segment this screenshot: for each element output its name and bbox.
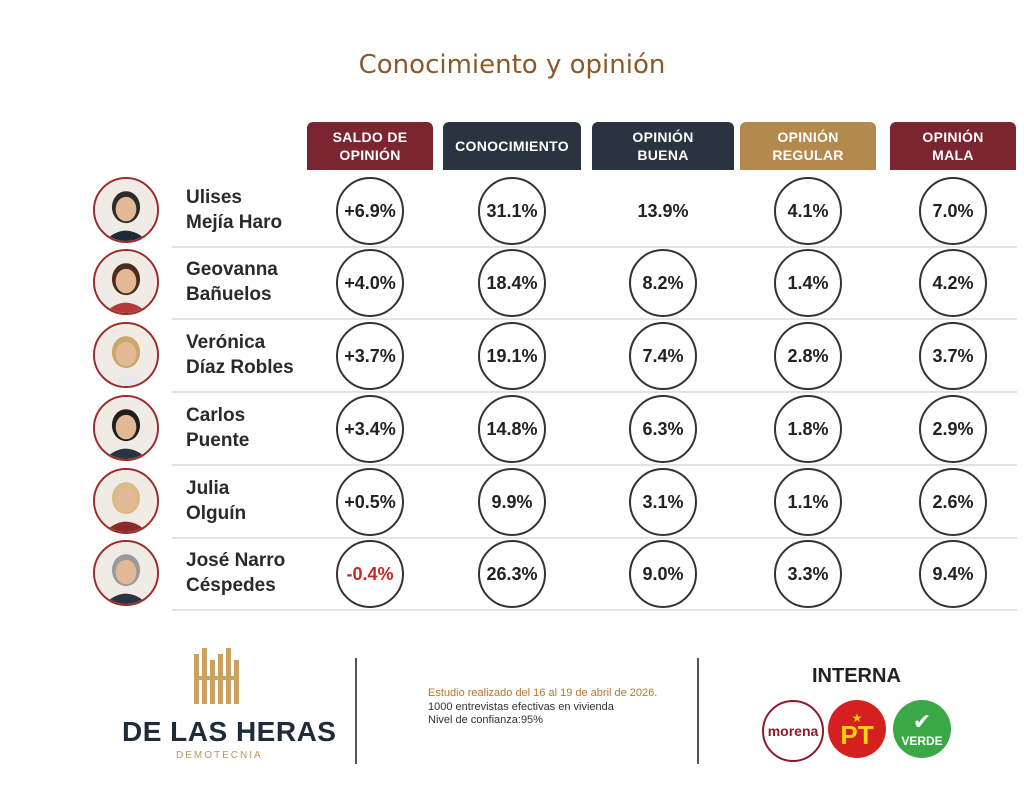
candidate-name: José Narro Céspedes (186, 548, 316, 598)
interna-label: INTERNA (812, 665, 901, 687)
candidate-name-line2: Céspedes (186, 575, 276, 596)
candidate-name: Carlos Puente (186, 403, 316, 453)
party-morena-label: morena (767, 723, 819, 739)
brand-name: DE LAS HERAS (122, 716, 337, 747)
value-cell: -0.4% (336, 540, 404, 608)
candidate-name-line2: Olguín (186, 503, 247, 524)
study-confidence: Nivel de confianza:95% (428, 714, 543, 726)
study-sample: 1000 entrevistas efectivas en vivienda (428, 701, 614, 713)
candidate-avatar (93, 540, 159, 606)
value-cell: 26.3% (478, 540, 546, 608)
value-cell: 8.2% (629, 249, 697, 317)
candidate-avatar (93, 249, 159, 315)
candidate-name-line1: José Narro (186, 550, 286, 571)
candidate-name-line2: Bañuelos (186, 284, 272, 305)
candidate-name-line1: Julia (186, 478, 230, 499)
study-dates: Estudio realizado del 16 al 19 de abril … (428, 687, 658, 699)
brand-subtitle: DEMOTECNIA (176, 750, 263, 761)
brand-logo-icon (194, 648, 239, 704)
party-logo-pt: ★ PT (828, 700, 886, 758)
value-cell: 3.3% (774, 540, 842, 608)
candidate-name-line1: Carlos (186, 405, 246, 426)
candidate-avatar (93, 177, 159, 243)
value-cell: +6.9% (336, 177, 404, 245)
column-header: CONOCIMIENTO (443, 122, 581, 170)
candidate-name-line1: Ulises (186, 187, 242, 208)
value-cell: +3.7% (336, 322, 404, 390)
value-cell: +0.5% (336, 468, 404, 536)
column-header: OPINIÓN MALA (890, 122, 1016, 170)
row-divider (172, 318, 1017, 320)
value-cell: 1.1% (774, 468, 842, 536)
value-cell: 2.6% (919, 468, 987, 536)
row-divider (172, 391, 1017, 393)
party-pt-label: PT (840, 720, 874, 750)
candidate-name-line1: Geovanna (186, 259, 278, 280)
row-divider (172, 246, 1017, 248)
value-cell: 1.8% (774, 395, 842, 463)
value-cell: 19.1% (478, 322, 546, 390)
star-icon: ★ (851, 711, 863, 725)
candidate-avatar (93, 468, 159, 534)
party-logo-verde: ✔ VERDE (893, 700, 951, 758)
candidate-name: Julia Olguín (186, 476, 316, 526)
candidate-avatar (93, 395, 159, 461)
value-cell: 2.8% (774, 322, 842, 390)
value-cell: +3.4% (336, 395, 404, 463)
candidate-name-line2: Puente (186, 430, 250, 451)
value-cell: 6.3% (629, 395, 697, 463)
candidate-name: Geovanna Bañuelos (186, 257, 316, 307)
chart-title: Conocimiento y opinión (358, 50, 666, 80)
row-divider (172, 609, 1017, 611)
value-cell: +4.0% (336, 249, 404, 317)
party-verde-label: VERDE (901, 734, 943, 748)
value-cell: 7.4% (629, 322, 697, 390)
value-cell: 1.4% (774, 249, 842, 317)
footer-divider (697, 658, 699, 764)
candidate-name-line2: Mejía Haro (186, 212, 283, 233)
value-cell: 4.2% (919, 249, 987, 317)
candidate-name-line1: Verónica (186, 332, 266, 353)
value-cell: 9.0% (629, 540, 697, 608)
value-cell: 4.1% (774, 177, 842, 245)
brand-logo (192, 646, 240, 712)
candidate-name: Verónica Díaz Robles (186, 330, 316, 380)
candidate-name: Ulises Mejía Haro (186, 185, 316, 235)
value-cell: 31.1% (478, 177, 546, 245)
candidate-avatar (93, 322, 159, 388)
value-cell: 2.9% (919, 395, 987, 463)
row-divider (172, 464, 1017, 466)
column-header: SALDO DE OPINIÓN (307, 122, 433, 170)
party-logo-morena: morena (762, 700, 824, 762)
value-cell: 13.9% (629, 177, 697, 245)
column-header: OPINIÓN BUENA (592, 122, 734, 170)
value-cell: 9.9% (478, 468, 546, 536)
row-divider (172, 537, 1017, 539)
column-header: OPINIÓN REGULAR (740, 122, 876, 170)
candidate-name-line2: Díaz Robles (186, 357, 294, 378)
check-icon: ✔ (912, 709, 932, 734)
value-cell: 18.4% (478, 249, 546, 317)
value-cell: 14.8% (478, 395, 546, 463)
value-cell: 7.0% (919, 177, 987, 245)
footer-divider (355, 658, 357, 764)
value-cell: 3.7% (919, 322, 987, 390)
value-cell: 9.4% (919, 540, 987, 608)
value-cell: 3.1% (629, 468, 697, 536)
